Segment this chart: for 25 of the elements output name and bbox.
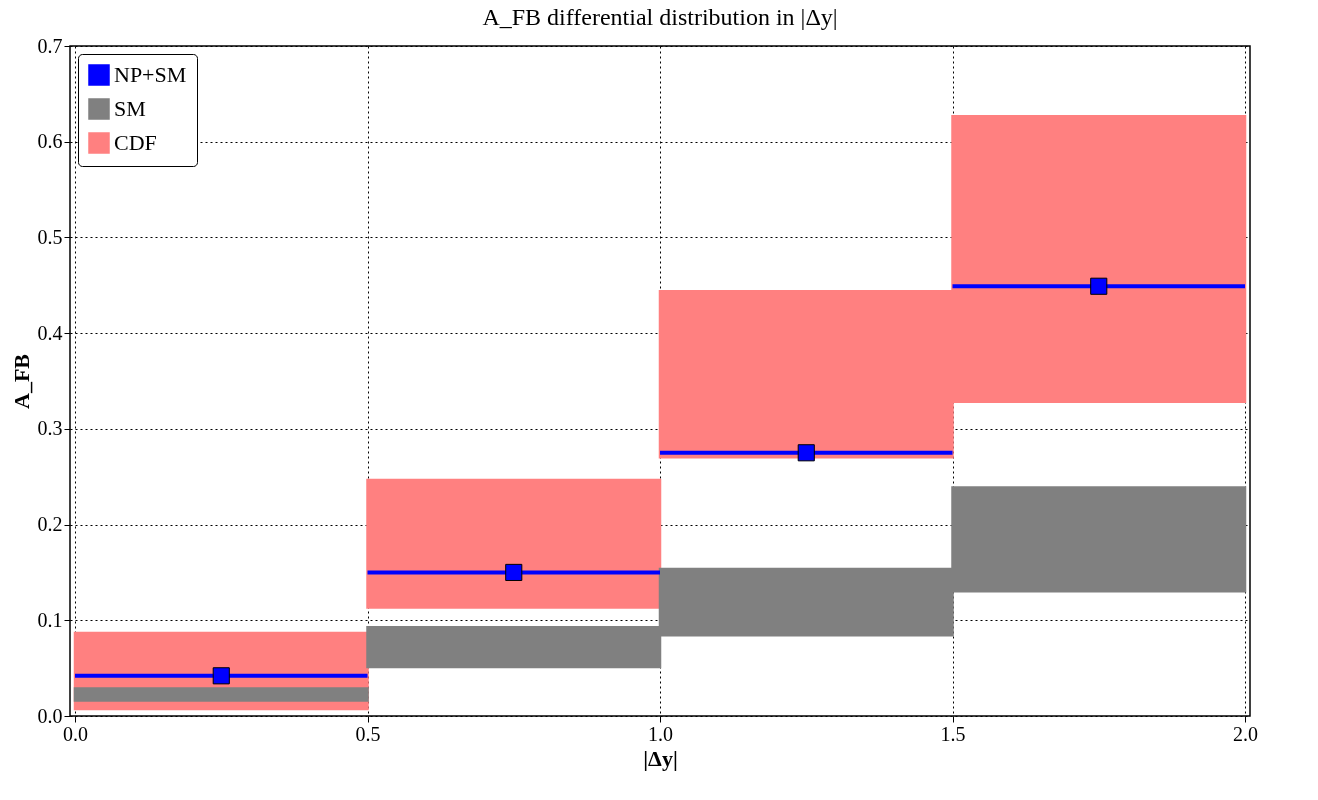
x-tick-label: 0.5 <box>355 722 381 745</box>
legend-label: NP+SM <box>114 62 187 87</box>
chart-title: A_FB differential distribution in |Δy| <box>482 4 838 30</box>
point <box>1090 277 1108 295</box>
y-tick-label: 0.6 <box>37 130 63 153</box>
point <box>212 667 230 685</box>
x-tick-label: 1.0 <box>648 722 673 745</box>
point <box>505 563 523 581</box>
bar <box>366 478 662 609</box>
y-tick-label: 0.5 <box>37 225 63 248</box>
x-tick-label: 0.0 <box>63 722 88 745</box>
y-tick-label: 0.2 <box>37 513 63 536</box>
y-tick-label: 0.0 <box>37 704 63 727</box>
y-tick-label: 0.4 <box>37 321 63 344</box>
x-axis-title: |Δy| <box>643 745 678 771</box>
y-axis-title: A_FB <box>8 353 34 409</box>
y-tick-label: 0.7 <box>37 34 63 57</box>
legend-label: SM <box>114 96 146 121</box>
legend-label: CDF <box>114 130 157 155</box>
y-tick-label: 0.3 <box>37 417 63 440</box>
x-tick-label: 2.0 <box>1233 722 1258 745</box>
point <box>797 444 815 462</box>
bar <box>73 687 369 702</box>
y-tick-label: 0.1 <box>37 608 63 631</box>
x-tick-label: 1.5 <box>940 722 966 745</box>
